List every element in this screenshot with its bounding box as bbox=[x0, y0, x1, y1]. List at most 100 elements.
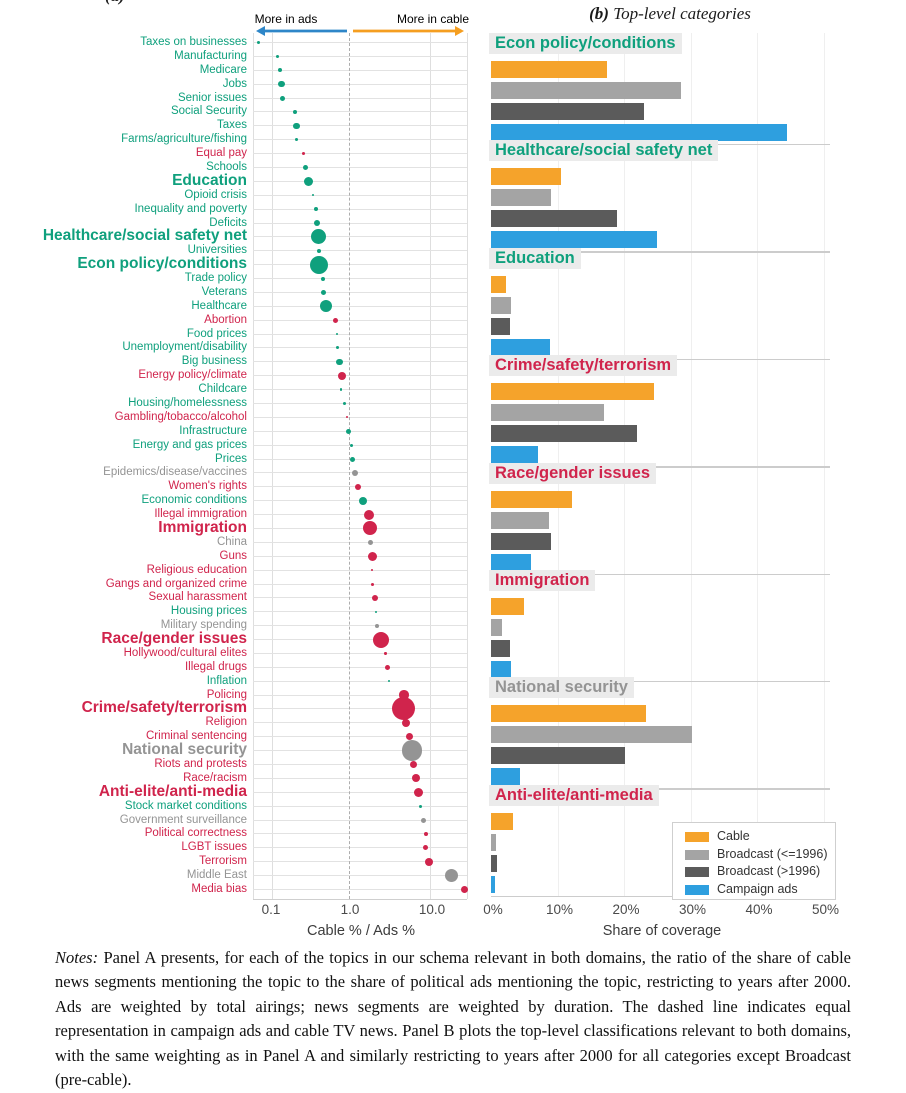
topic-label: Energy policy/climate bbox=[138, 369, 247, 382]
bar-broadcast-1996- bbox=[491, 189, 551, 207]
topic-label: Taxes bbox=[216, 119, 247, 132]
bar-cable bbox=[491, 168, 561, 186]
legend-label: Broadcast (<=1996) bbox=[717, 846, 828, 861]
topic-gridline bbox=[253, 736, 467, 738]
category-label: Education bbox=[489, 247, 581, 269]
category-label: Anti-elite/anti-media bbox=[489, 784, 659, 806]
topic-label: Government surveillance bbox=[119, 813, 247, 826]
topic-gridline bbox=[253, 194, 467, 196]
topic-dot bbox=[277, 80, 285, 88]
topic-dot bbox=[401, 718, 410, 727]
topic-gridline bbox=[253, 555, 467, 557]
topic-label: Education bbox=[172, 171, 247, 189]
bar-broadcast-1996- bbox=[491, 532, 551, 550]
topic-dot bbox=[320, 289, 326, 295]
topic-label: Childcare bbox=[198, 383, 247, 396]
panel-b-title: (b) Top-level categories bbox=[505, 4, 835, 24]
panel-b-title-prefix: (b) bbox=[589, 4, 609, 23]
topic-label: Prices bbox=[215, 452, 247, 465]
bar-cable bbox=[491, 812, 513, 830]
topic-label: Military spending bbox=[160, 619, 247, 632]
bar-broadcast-1996- bbox=[491, 210, 618, 228]
topic-dot bbox=[302, 164, 308, 170]
legend: Cable Broadcast (<=1996) Broadcast (>1996)… bbox=[672, 822, 836, 900]
panel-b-vgridline bbox=[757, 33, 758, 896]
topic-dot bbox=[367, 539, 373, 545]
panel-a-vgridline bbox=[429, 33, 431, 899]
topic-dot bbox=[424, 831, 429, 836]
topic-gridline bbox=[253, 639, 467, 641]
topic-gridline bbox=[253, 375, 467, 377]
panel-b-tick-label: 50% bbox=[811, 902, 840, 917]
topic-gridline bbox=[253, 83, 467, 85]
topic-gridline bbox=[253, 222, 467, 224]
topic-gridline bbox=[253, 652, 467, 654]
panel-b-vgridline bbox=[823, 33, 825, 896]
topic-dot bbox=[293, 122, 300, 130]
topic-gridline bbox=[253, 527, 467, 529]
topic-gridline bbox=[253, 611, 467, 613]
bar-campaign-ads bbox=[491, 124, 787, 141]
topic-label: Deficits bbox=[209, 216, 247, 229]
topic-label: Big business bbox=[181, 355, 247, 368]
topic-gridline bbox=[253, 347, 467, 349]
bar-broadcast-1996- bbox=[491, 619, 503, 636]
topic-gridline bbox=[253, 180, 467, 182]
bar-broadcast-1996- bbox=[491, 640, 510, 657]
topic-gridline bbox=[253, 153, 467, 155]
legend-swatch-icon bbox=[685, 849, 709, 860]
bar-cable bbox=[491, 275, 507, 293]
bar-campaign-ads bbox=[491, 231, 658, 249]
topic-label: Inequality and poverty bbox=[134, 202, 247, 215]
legend-swatch-icon bbox=[685, 884, 709, 895]
group-baseline bbox=[491, 895, 830, 898]
topic-label: Anti-elite/anti-media bbox=[98, 782, 247, 800]
topic-label: Epidemics/disease/vaccines bbox=[103, 466, 247, 479]
topic-label: Trade policy bbox=[184, 272, 247, 285]
topic-label: Abortion bbox=[204, 313, 247, 326]
topic-dot bbox=[317, 248, 322, 253]
topic-dot bbox=[333, 317, 339, 323]
topic-gridline bbox=[253, 264, 467, 266]
topic-gridline bbox=[253, 680, 467, 682]
category-label: Healthcare/social safety net bbox=[489, 140, 719, 162]
topic-gridline bbox=[253, 125, 467, 127]
legend-label: Campaign ads bbox=[717, 881, 798, 896]
group-baseline bbox=[491, 788, 830, 790]
topic-label: Criminal sentencing bbox=[146, 730, 247, 743]
topic-label: Women's rights bbox=[168, 480, 247, 493]
bar-broadcast-1996- bbox=[491, 425, 638, 443]
topic-gridline bbox=[253, 319, 467, 321]
topic-label: Media bias bbox=[191, 882, 247, 895]
topic-gridline bbox=[253, 708, 467, 710]
topic-label: Energy and gas prices bbox=[132, 438, 247, 451]
topic-gridline bbox=[253, 541, 467, 543]
group-baseline bbox=[491, 681, 830, 683]
panel-b-title-rest: Top-level categories bbox=[608, 4, 751, 23]
topic-dot bbox=[411, 774, 420, 783]
panel-a-bottom-axis bbox=[253, 899, 467, 900]
topic-gridline bbox=[253, 569, 467, 571]
topic-label: Opioid crisis bbox=[184, 188, 247, 201]
panel-a-border bbox=[467, 33, 468, 899]
topic-dot bbox=[420, 817, 426, 823]
group-baseline bbox=[491, 466, 830, 468]
legend-label: Broadcast (>1996) bbox=[717, 864, 821, 878]
topic-label: Gambling/tobacco/alcohol bbox=[114, 410, 247, 423]
topic-gridline bbox=[253, 305, 467, 307]
topic-dot bbox=[309, 255, 328, 274]
topic-dot bbox=[275, 54, 279, 58]
topic-gridline bbox=[253, 361, 467, 363]
topic-gridline bbox=[253, 458, 467, 460]
topic-label: Religion bbox=[205, 716, 247, 729]
topic-gridline bbox=[253, 111, 467, 113]
topic-gridline bbox=[253, 69, 467, 71]
topic-dot bbox=[294, 138, 298, 142]
topic-gridline bbox=[253, 847, 467, 849]
topic-dot bbox=[257, 41, 261, 44]
topic-label: Religious education bbox=[146, 563, 247, 576]
topic-dot bbox=[346, 428, 352, 434]
panel-a-title-cropped: (a) bbox=[105, 0, 125, 6]
topic-label: Policing bbox=[206, 688, 247, 701]
